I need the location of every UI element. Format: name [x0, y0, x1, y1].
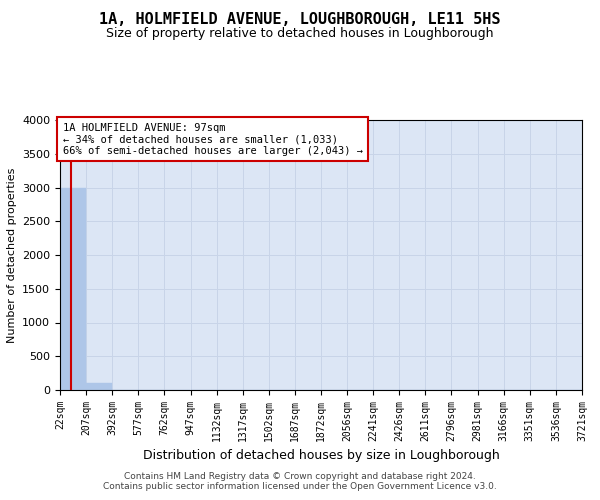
Bar: [86, 383, 112, 390]
Text: Contains public sector information licensed under the Open Government Licence v3: Contains public sector information licen…: [103, 482, 497, 491]
Y-axis label: Number of detached properties: Number of detached properties: [7, 168, 17, 342]
Text: 1A HOLMFIELD AVENUE: 97sqm
← 34% of detached houses are smaller (1,033)
66% of s: 1A HOLMFIELD AVENUE: 97sqm ← 34% of deta…: [62, 122, 362, 156]
X-axis label: Distribution of detached houses by size in Loughborough: Distribution of detached houses by size …: [143, 449, 499, 462]
Text: 1A, HOLMFIELD AVENUE, LOUGHBOROUGH, LE11 5HS: 1A, HOLMFIELD AVENUE, LOUGHBOROUGH, LE11…: [99, 12, 501, 28]
Bar: [60, 188, 86, 390]
Text: Contains HM Land Registry data © Crown copyright and database right 2024.: Contains HM Land Registry data © Crown c…: [124, 472, 476, 481]
Text: Size of property relative to detached houses in Loughborough: Size of property relative to detached ho…: [106, 28, 494, 40]
